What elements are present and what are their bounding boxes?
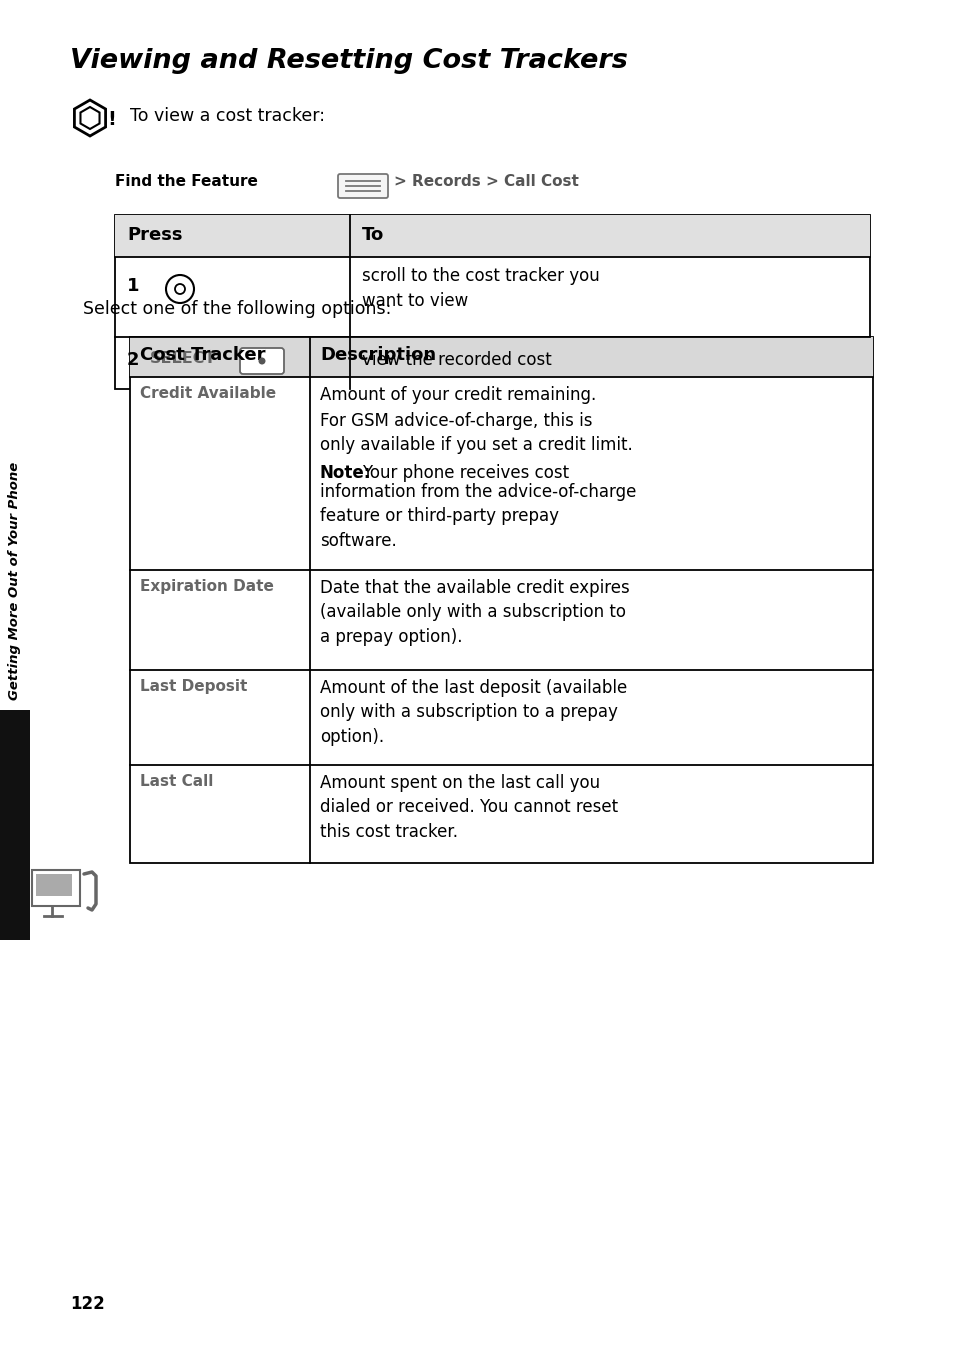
Text: scroll to the cost tracker you
want to view: scroll to the cost tracker you want to v…: [361, 268, 599, 309]
Text: Getting More Out of Your Phone: Getting More Out of Your Phone: [9, 461, 22, 699]
Text: Last Deposit: Last Deposit: [140, 679, 247, 694]
Text: To view a cost tracker:: To view a cost tracker:: [130, 108, 325, 125]
Text: Amount of your credit remaining.: Amount of your credit remaining.: [319, 386, 596, 404]
Text: Select one of the following options:: Select one of the following options:: [83, 300, 391, 317]
Text: !: !: [108, 110, 116, 129]
FancyBboxPatch shape: [240, 348, 284, 374]
Text: Description: Description: [319, 346, 436, 364]
Bar: [130, 338, 872, 377]
Bar: [32, 870, 80, 907]
Text: view the recorded cost: view the recorded cost: [361, 351, 551, 369]
Text: To: To: [361, 226, 384, 243]
Bar: [130, 338, 872, 863]
Text: Amount spent on the last call you
dialed or received. You cannot reset
this cost: Amount spent on the last call you dialed…: [319, 773, 618, 841]
Text: Press: Press: [127, 226, 182, 243]
Text: Amount of the last deposit (available
only with a subscription to a prepay
optio: Amount of the last deposit (available on…: [319, 679, 626, 745]
Circle shape: [258, 358, 265, 364]
Text: 122: 122: [70, 1295, 105, 1313]
Text: Expiration Date: Expiration Date: [140, 578, 274, 594]
Text: > Records > Call Cost: > Records > Call Cost: [394, 174, 578, 190]
Bar: [36, 874, 71, 896]
Bar: [115, 215, 869, 257]
Text: Credit Available: Credit Available: [140, 386, 275, 401]
Text: Find the Feature: Find the Feature: [115, 174, 257, 190]
Text: Note:: Note:: [319, 464, 371, 482]
Text: Your phone receives cost: Your phone receives cost: [361, 464, 569, 482]
Text: 1: 1: [127, 277, 139, 295]
Bar: [115, 215, 869, 389]
Text: Last Call: Last Call: [140, 773, 213, 790]
Bar: [0, 710, 30, 940]
Text: For GSM advice-of-charge, this is
only available if you set a credit limit.: For GSM advice-of-charge, this is only a…: [319, 412, 632, 455]
Text: information from the advice-of-charge
feature or third-party prepay
software.: information from the advice-of-charge fe…: [319, 483, 636, 550]
Text: 2: 2: [127, 351, 139, 369]
Text: Cost Tracker: Cost Tracker: [140, 346, 265, 364]
FancyBboxPatch shape: [337, 174, 388, 198]
Text: Viewing and Resetting Cost Trackers: Viewing and Resetting Cost Trackers: [70, 48, 627, 74]
Text: SELECT: SELECT: [150, 351, 216, 366]
Text: Date that the available credit expires
(available only with a subscription to
a : Date that the available credit expires (…: [319, 578, 629, 646]
